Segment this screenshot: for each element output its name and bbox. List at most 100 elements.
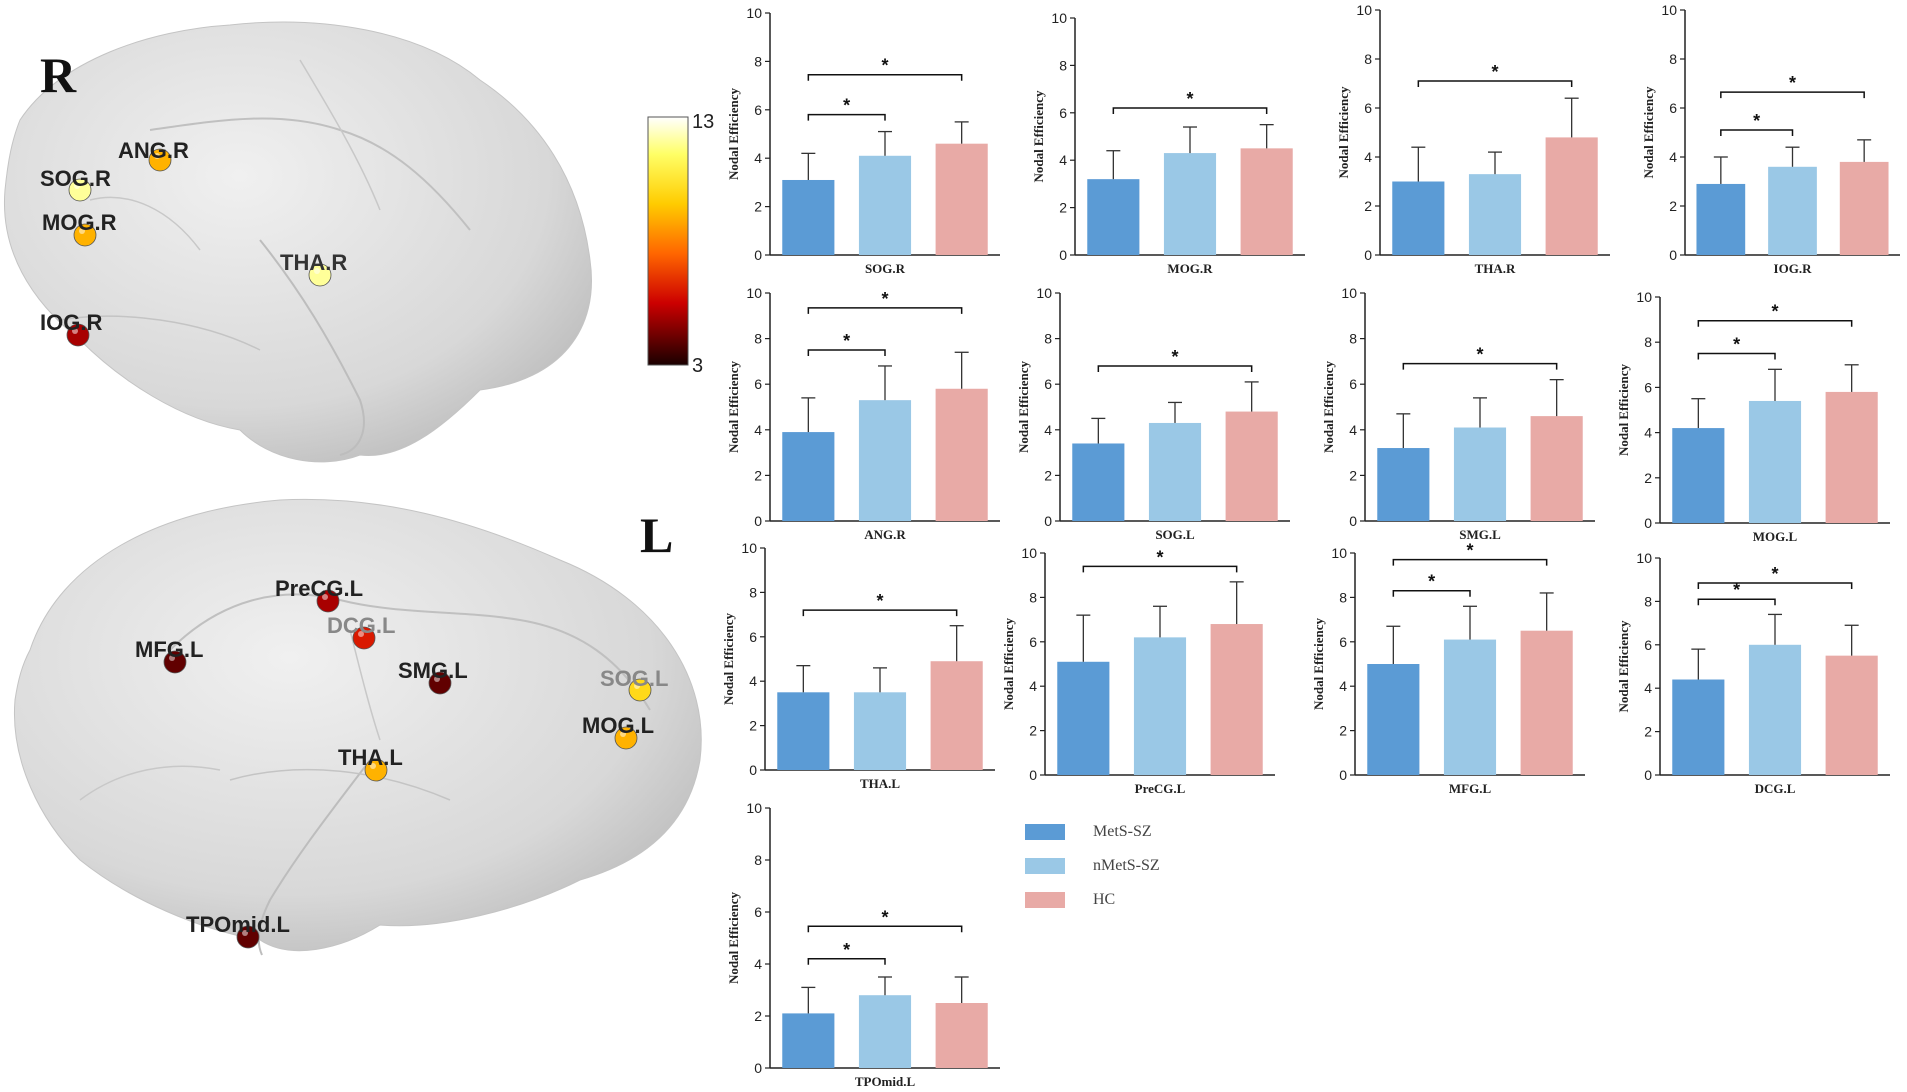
bar-hc — [1530, 416, 1583, 521]
y-tick-label: 6 — [1364, 100, 1372, 116]
y-tick-label: 10 — [746, 285, 762, 301]
y-tick-label: 6 — [749, 629, 757, 645]
y-tick-label: 8 — [1644, 334, 1652, 350]
significance-bracket — [1402, 362, 1558, 370]
y-tick-label: 10 — [1021, 545, 1037, 561]
chart-mog-l: 0 2 4 6 8 10 Nodal Efficiency MOG.L * * — [1616, 289, 1890, 544]
bar-hc — [1825, 655, 1878, 775]
brain-node-highlight — [634, 683, 640, 689]
y-tick-label: 8 — [754, 331, 762, 347]
y-tick-label: 0 — [1669, 247, 1677, 263]
y-tick-label: 2 — [1044, 467, 1052, 483]
significance-bracket — [1697, 582, 1853, 589]
significance-star: * — [1771, 564, 1778, 584]
y-tick-label: 0 — [754, 1060, 762, 1076]
left-hemisphere — [13, 498, 702, 956]
y-axis-label: Nodal Efficiency — [1016, 360, 1031, 453]
y-tick-label: 10 — [1356, 2, 1372, 18]
bar-nmets-sz — [1163, 153, 1217, 255]
x-axis-label: PreCG.L — [1135, 781, 1186, 796]
significance-star: * — [1753, 111, 1760, 131]
chart-mfg-l: 0 2 4 6 8 10 Nodal Efficiency MFG.L * * — [1311, 541, 1585, 796]
significance-bracket — [802, 609, 958, 617]
significance-star: * — [843, 96, 850, 116]
y-tick-label: 2 — [1339, 723, 1347, 739]
brain-node-label-sog-r: SOG.R — [40, 166, 111, 191]
significance-bracket — [1392, 589, 1471, 597]
chart-sog-l: 0 2 4 6 8 10 Nodal Efficiency SOG.L * — [1016, 285, 1290, 542]
y-tick-label: 10 — [1051, 10, 1067, 26]
y-axis-label: Nodal Efficiency — [1031, 90, 1046, 183]
bar-nmets-sz — [1468, 174, 1522, 255]
brain-node-highlight — [620, 731, 626, 737]
bar-mets-sz — [1367, 664, 1420, 775]
significance-star: * — [1428, 572, 1435, 592]
chart-tha-l: 0 2 4 6 8 10 Nodal Efficiency THA.L * — [721, 540, 995, 791]
y-axis-label: Nodal Efficiency — [1616, 620, 1631, 713]
y-tick-label: 0 — [749, 762, 757, 778]
y-tick-label: 4 — [1029, 678, 1037, 694]
brain-node-label-tpomid-l: TPOmid.L — [186, 912, 290, 937]
y-tick-label: 4 — [1044, 422, 1052, 438]
brain-node-label-dcg-l: DCG.L — [327, 613, 395, 638]
bar-mets-sz — [777, 692, 830, 770]
x-axis-label: MFG.L — [1449, 781, 1492, 796]
y-tick-label: 2 — [754, 467, 762, 483]
y-axis-label: Nodal Efficiency — [1641, 86, 1656, 179]
y-axis-label: Nodal Efficiency — [726, 87, 741, 180]
y-tick-label: 6 — [754, 102, 762, 118]
y-tick-label: 2 — [1644, 470, 1652, 486]
significance-star: * — [1733, 580, 1740, 600]
y-tick-label: 4 — [1059, 152, 1067, 168]
y-tick-label: 4 — [754, 150, 762, 166]
bar-hc — [1545, 137, 1598, 255]
y-tick-label: 6 — [1349, 376, 1357, 392]
significance-star: * — [1466, 541, 1473, 561]
bar-hc — [1825, 391, 1878, 523]
y-tick-label: 2 — [749, 718, 757, 734]
bar-nmets-sz — [1133, 637, 1187, 775]
significance-bracket — [1417, 80, 1573, 88]
brain-node-highlight — [314, 268, 320, 274]
y-tick-label: 6 — [754, 904, 762, 920]
bar-nmets-sz — [858, 400, 912, 521]
bar-mets-sz — [1672, 428, 1725, 523]
y-tick-label: 2 — [1349, 467, 1357, 483]
bar-nmets-sz — [853, 692, 907, 770]
significance-bracket — [1082, 565, 1238, 573]
y-axis-label: Nodal Efficiency — [721, 612, 736, 705]
y-axis-label: Nodal Efficiency — [1321, 360, 1336, 453]
significance-bracket — [1112, 107, 1268, 115]
y-axis-label: Nodal Efficiency — [726, 891, 741, 984]
bar-mets-sz — [782, 432, 835, 521]
y-tick-label: 6 — [1644, 379, 1652, 395]
y-tick-label: 8 — [1029, 589, 1037, 605]
y-tick-label: 6 — [1044, 376, 1052, 392]
y-tick-label: 4 — [1669, 149, 1677, 165]
significance-bracket — [1392, 558, 1548, 566]
bar-hc — [935, 143, 988, 255]
y-tick-label: 2 — [1669, 198, 1677, 214]
significance-star: * — [1733, 335, 1740, 355]
brain-node-highlight — [358, 631, 364, 637]
y-tick-label: 2 — [1364, 198, 1372, 214]
y-tick-label: 0 — [754, 247, 762, 263]
y-tick-label: 0 — [1339, 767, 1347, 783]
significance-bracket — [807, 113, 886, 121]
bar-nmets-sz — [858, 995, 912, 1068]
chart-mog-r: 0 2 4 6 8 10 Nodal Efficiency MOG.R * — [1031, 10, 1305, 276]
bar-nmets-sz — [858, 155, 912, 255]
bar-nmets-sz — [1748, 400, 1802, 523]
colorbar: 13 3 — [647, 111, 714, 377]
bar-hc — [1240, 148, 1293, 255]
significance-star: * — [843, 331, 850, 351]
right-hemisphere — [3, 21, 592, 463]
bar-mets-sz — [782, 179, 835, 255]
brain-surface-panel: R L 13 3 SOG.R ANG.R MOG.R THA.R IOG.R PreCG.… — [3, 21, 714, 956]
brain-node-highlight — [370, 763, 376, 769]
brain-node-label-mfg-l: MFG.L — [135, 637, 203, 662]
brain-node-highlight — [79, 228, 85, 234]
y-tick-label: 0 — [754, 513, 762, 529]
y-axis-label: Nodal Efficiency — [726, 360, 741, 453]
y-tick-label: 8 — [754, 53, 762, 69]
